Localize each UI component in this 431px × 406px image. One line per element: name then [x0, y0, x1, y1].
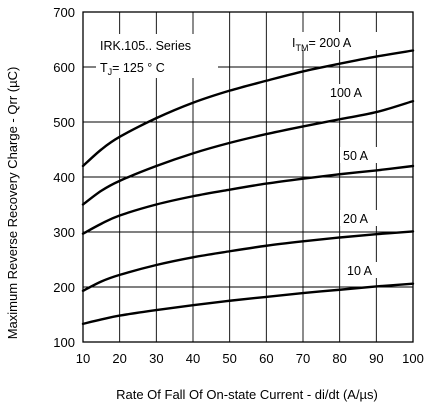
- series-line-3: [81, 230, 415, 293]
- x-tick-label: 70: [296, 351, 310, 366]
- series-line-4: [81, 282, 415, 326]
- annotation-temperature: TJ= 125 ° C: [100, 61, 165, 77]
- x-tick-label: 20: [112, 351, 126, 366]
- y-tick-label: 600: [53, 60, 75, 75]
- x-tick-label: 100: [402, 351, 424, 366]
- y-tick-label: 100: [53, 335, 75, 350]
- y-tick-label: 700: [53, 5, 75, 20]
- series-line-1: [81, 99, 415, 206]
- grid: [82, 11, 414, 343]
- plot-frame: [82, 11, 414, 343]
- x-tick-labels: 10 20 30 40 50 60 70 80 90 100: [76, 351, 424, 366]
- x-tick-label: 80: [332, 351, 346, 366]
- x-tick-label: 30: [149, 351, 163, 366]
- label-backdrop: [340, 147, 378, 163]
- series-line-0: [81, 49, 415, 168]
- x-tick-label: 90: [369, 351, 383, 366]
- label-backdrop: [96, 34, 218, 78]
- y-tick-labels: 100 200 300 400 500 600 700: [53, 5, 75, 350]
- x-tick-label: 40: [186, 351, 200, 366]
- y-tick-label: 400: [53, 170, 75, 185]
- y-axis-title: Maximum Reverse Recovery Charge - Qrr (µ…: [5, 67, 20, 340]
- annotation-series-name: IRK.105.. Series: [100, 39, 191, 53]
- y-tick-label: 200: [53, 280, 75, 295]
- x-tick-label: 10: [76, 351, 90, 366]
- series-line-2: [81, 164, 415, 235]
- y-tick-label: 500: [53, 115, 75, 130]
- series-label-10a: 10 A: [347, 264, 373, 278]
- label-backdrop: [340, 210, 378, 226]
- label-backdrop: [344, 262, 378, 278]
- label-backdrop: [326, 84, 370, 100]
- x-axis-title: Rate Of Fall Of On-state Current - di/dt…: [116, 387, 378, 402]
- label-backdrop: [286, 32, 406, 50]
- x-tick-label: 50: [222, 351, 236, 366]
- series-label-100a: 100 A: [330, 86, 363, 100]
- x-tick-label: 60: [259, 351, 273, 366]
- series-lines: [81, 49, 415, 326]
- series-label-20a: 20 A: [343, 212, 369, 226]
- series-label-200a: ITM= 200 A: [292, 36, 352, 53]
- series-label-50a: 50 A: [343, 149, 369, 163]
- y-tick-label: 300: [53, 225, 75, 240]
